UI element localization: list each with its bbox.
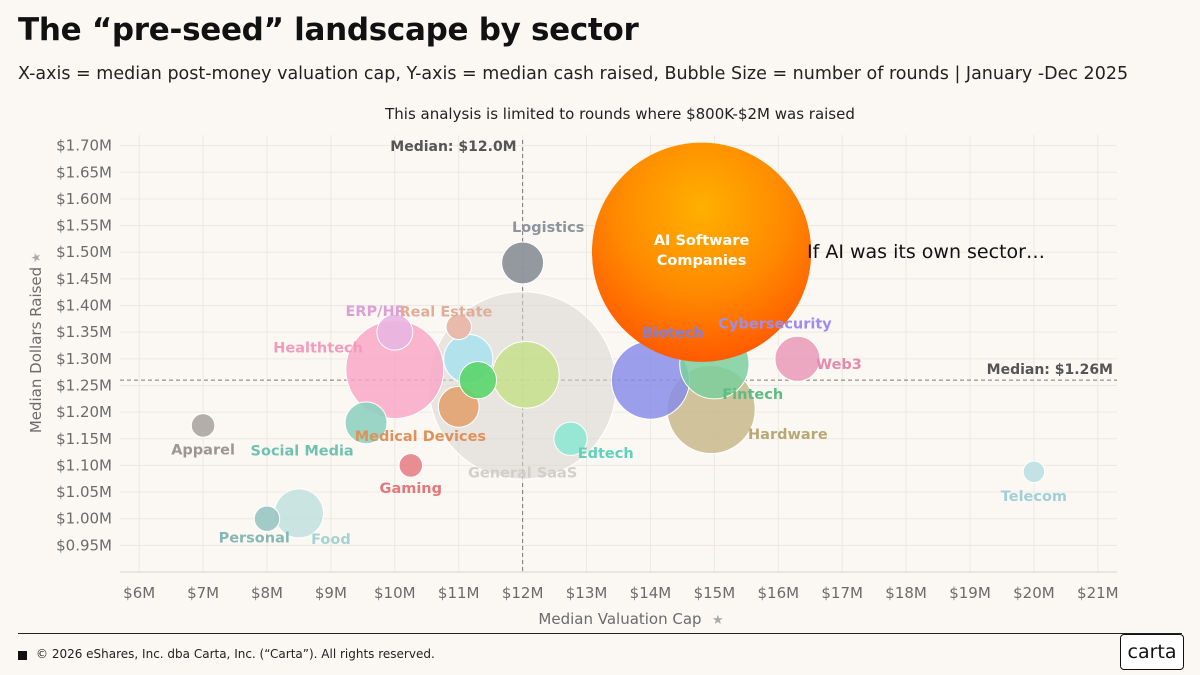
label-social-media: Social Media	[251, 443, 354, 459]
analysis-note: This analysis is limited to rounds where…	[385, 105, 855, 123]
label-food: Food	[311, 532, 351, 548]
x-axis-title: Median Valuation Cap	[538, 610, 701, 628]
y-tick-label: $1.60M	[56, 190, 112, 208]
x-tick-label: $19M	[949, 584, 991, 602]
x-tick-label: $21M	[1077, 584, 1119, 602]
label-real-estate: Real Estate	[400, 304, 493, 320]
copyright: © 2026 eShares, Inc. dba Carta, Inc. (“C…	[36, 647, 435, 661]
label-edtech: Edtech	[578, 446, 634, 462]
label-general-saas: General SaaS	[468, 465, 577, 481]
label-biotech: Biotech	[642, 326, 704, 342]
x-tick-label: $6M	[123, 584, 155, 602]
bubble-web3	[774, 335, 821, 382]
label-apparel: Apparel	[171, 442, 235, 458]
bubble-marketplace	[458, 361, 498, 400]
label-erp-hr: ERP/HR	[345, 304, 405, 320]
y-tick-label: $1.25M	[56, 376, 112, 394]
y-tick-label: $1.15M	[56, 430, 112, 448]
x-tick-label: $17M	[821, 584, 863, 602]
bubble-social-media	[344, 401, 388, 445]
x-tick-label: $8M	[251, 584, 283, 602]
x-tick-label: $10M	[374, 584, 416, 602]
label-healthtech: Healthtech	[273, 341, 363, 357]
median-y-label: Median: $1.26M	[987, 362, 1113, 378]
bubble-real-estate	[445, 313, 472, 341]
label-fintech: Fintech	[722, 387, 783, 403]
annotation-ai-sector: If AI was its own sector…	[807, 241, 1045, 263]
y-tick-label: $1.45M	[56, 270, 112, 288]
axes: $6M $7M $8M $9M $10M $11M $12M $13M $14M $15M $16M…	[27, 137, 1119, 628]
label-web3: Web3	[816, 357, 862, 373]
bubble-labels: General SaaS Healthtech Hardware Biotech Fin…	[171, 220, 1067, 548]
label-ai-companies: Companies	[657, 253, 747, 269]
y-tick-label: $1.20M	[56, 403, 112, 421]
label-personal: Personal	[219, 530, 290, 546]
x-tick-label: $15M	[694, 584, 736, 602]
x-tick-label: $12M	[502, 584, 544, 602]
page-subtitle: X-axis = median post-money valuation cap…	[18, 64, 1129, 84]
pin-icon: ★	[712, 613, 724, 628]
bubble-logistics	[501, 241, 545, 285]
bubble-gaming	[398, 453, 424, 478]
x-tick-label: $16M	[757, 584, 799, 602]
x-tick-label: $14M	[630, 584, 672, 602]
carta-logo: carta	[1120, 634, 1184, 670]
x-tick-label: $13M	[566, 584, 608, 602]
label-gaming: Gaming	[380, 481, 442, 497]
bubble-consumer	[492, 341, 560, 409]
label-telecom: Telecom	[1001, 489, 1067, 505]
y-tick-label: $1.05M	[56, 483, 112, 501]
bubble-ai-software-companies	[591, 142, 812, 362]
y-tick-label: $1.55M	[56, 217, 112, 235]
x-tick-label: $18M	[885, 584, 927, 602]
bubble-apparel	[190, 413, 216, 438]
y-tick-label: $1.70M	[56, 137, 112, 155]
pin-icon: ★	[29, 252, 43, 263]
y-tick-label: $1.50M	[56, 243, 112, 261]
x-tick-label: $11M	[438, 584, 480, 602]
y-tick-label: $1.35M	[56, 323, 112, 341]
label-cybersecurity: Cybersecurity	[718, 317, 832, 333]
y-tick-label: $1.00M	[56, 510, 112, 528]
bubbles	[190, 142, 1046, 539]
bubble-personal	[253, 505, 281, 532]
y-axis-title: Median Dollars Raised	[27, 267, 45, 433]
bubble-telecom	[1022, 460, 1046, 484]
page-title: The “pre-seed” landscape by sector	[18, 12, 639, 48]
median-x-label: Median: $12.0M	[390, 139, 516, 155]
y-tick-label: $1.65M	[56, 163, 112, 181]
footer-divider	[18, 633, 1182, 634]
x-tick-label: $7M	[187, 584, 219, 602]
bubble-edtech	[553, 421, 588, 456]
label-logistics: Logistics	[512, 220, 584, 236]
x-tick-label: $20M	[1013, 584, 1055, 602]
y-tick-label: $0.95M	[56, 536, 112, 554]
bubble-erp-hr	[376, 313, 414, 351]
label-medical-devices: Medical Devices	[355, 429, 486, 445]
label-ai-software: AI Software	[654, 233, 750, 249]
y-tick-label: $1.10M	[56, 456, 112, 474]
footer-square-icon	[18, 651, 27, 660]
label-hardware: Hardware	[748, 427, 828, 443]
y-tick-label: $1.30M	[56, 350, 112, 368]
x-tick-label: $9M	[315, 584, 347, 602]
y-tick-label: $1.40M	[56, 297, 112, 315]
